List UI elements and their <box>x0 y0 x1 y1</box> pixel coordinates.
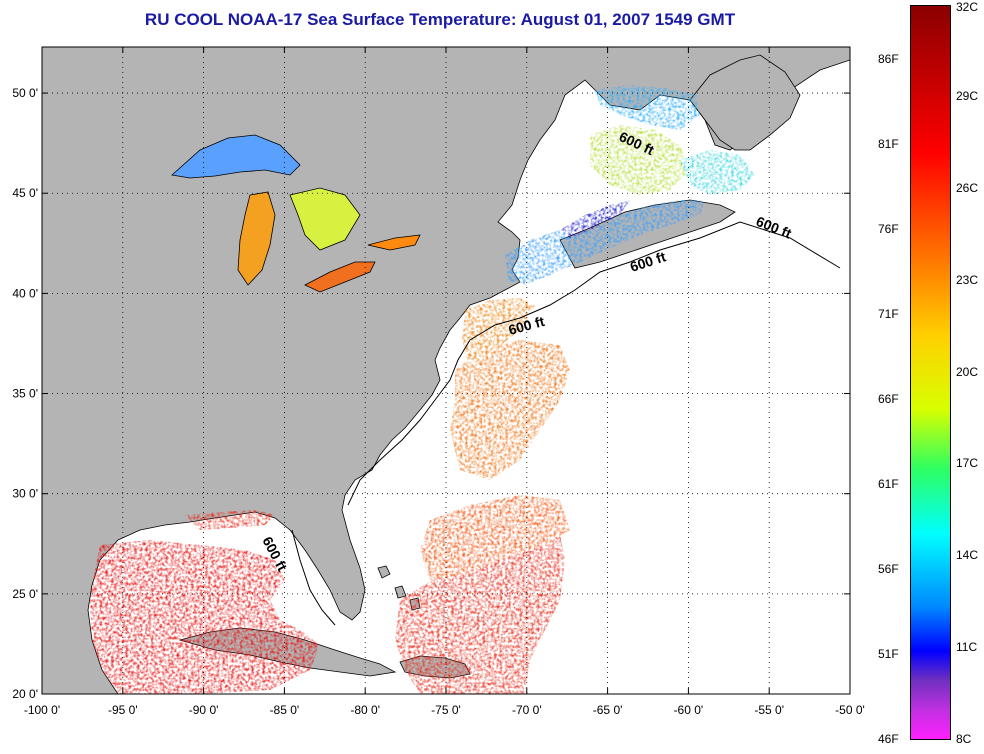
x-tick-label: -95 0' <box>108 703 138 717</box>
colorbar-fahrenheit-label: 46F <box>878 732 899 746</box>
colorbar-celsius-label: 23C <box>956 272 979 287</box>
sst-atlantic-southern <box>420 495 570 580</box>
colorbar-celsius-label: 29C <box>956 88 979 103</box>
x-tick-label: -85 0' <box>270 703 300 717</box>
lake-michigan <box>237 191 276 286</box>
sst-gulf-of-maine <box>505 200 705 285</box>
y-tick-label: 35 0' <box>12 387 38 401</box>
sst-gulf-of-mexico <box>90 540 320 694</box>
x-tick-label: -65 0' <box>593 703 623 717</box>
colorbar-celsius-label: 11C <box>956 640 978 655</box>
colorbar-fahrenheit-label: 81F <box>878 137 899 151</box>
sst-labrador-sea <box>595 85 700 130</box>
colorbar-fahrenheit-label: 86F <box>878 52 899 66</box>
colorbar-celsius-label: 26C <box>956 180 979 195</box>
map-title: RU COOL NOAA-17 Sea Surface Temperature:… <box>144 10 736 29</box>
x-tick-label: -50 0' <box>835 703 865 717</box>
x-tick-label: -75 0' <box>431 703 461 717</box>
y-tick-label: 20 0' <box>12 687 38 701</box>
sst-central-atlantic <box>450 340 570 480</box>
longitude-axis: -100 0' -95 0' -90 0' -85 0' -80 0' -75 0' -70… <box>24 47 865 717</box>
colorbar-fahrenheit-label: 76F <box>878 222 899 236</box>
sst-overlay <box>90 85 755 694</box>
y-tick-label: 45 0' <box>12 186 38 200</box>
sst-caribbean <box>395 535 565 694</box>
x-tick-label: -90 0' <box>189 703 219 717</box>
lake-huron <box>289 187 361 251</box>
sst-bay-of-fundy <box>560 200 630 238</box>
temperature-colorbar <box>910 5 951 740</box>
y-tick-label: 50 0' <box>12 86 38 100</box>
lake-ontario <box>367 234 421 251</box>
y-tick-label: 30 0' <box>12 487 38 501</box>
sst-gulf-of-st-lawrence <box>590 125 690 195</box>
x-tick-label: -60 0' <box>674 703 704 717</box>
colorbar-celsius-label: 20C <box>956 364 979 379</box>
colorbar-celsius-label: 14C <box>956 548 979 563</box>
colorbar-fahrenheit-label: 66F <box>878 392 899 406</box>
x-tick-label: -100 0' <box>24 703 60 717</box>
isobath-600ft <box>291 221 841 626</box>
colorbar-fahrenheit-label: 61F <box>878 477 899 491</box>
sst-grand-banks <box>680 150 755 195</box>
colorbar-celsius-label: 17C <box>956 456 979 471</box>
latitude-axis: 50 0' 45 0' 40 0' 35 0' 30 0' 25 0' 20 0' <box>12 86 850 701</box>
y-tick-label: 25 0' <box>12 587 38 601</box>
sst-gulf-coast-strip <box>185 510 275 530</box>
x-tick-label: -80 0' <box>350 703 380 717</box>
colorbar-celsius-label: 8C <box>956 732 972 746</box>
colorbar-fahrenheit-label: 51F <box>878 647 899 661</box>
lake-erie <box>304 261 376 293</box>
x-tick-label: -70 0' <box>512 703 542 717</box>
colorbar-fahrenheit-label: 71F <box>878 307 899 321</box>
colorbar-fahrenheit-label: 56F <box>878 562 899 576</box>
land-newfoundland <box>689 54 801 151</box>
great-lakes <box>171 134 421 293</box>
sst-mid-atlantic-bight <box>462 298 535 370</box>
x-tick-label: -55 0' <box>754 703 784 717</box>
colorbar-celsius-label: 32C <box>956 0 979 14</box>
y-tick-label: 40 0' <box>12 286 38 300</box>
